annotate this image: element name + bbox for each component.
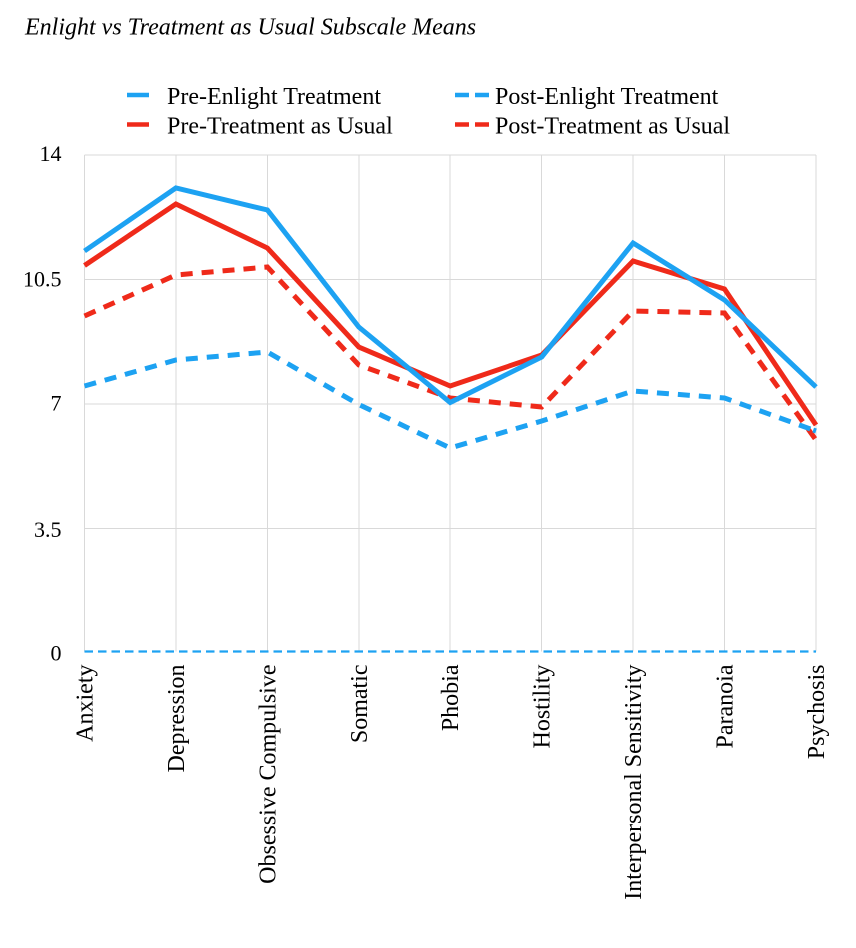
svg-text:Phobia: Phobia bbox=[438, 664, 464, 731]
svg-text:Post-Enlight Treatment: Post-Enlight Treatment bbox=[495, 84, 719, 110]
svg-text:Paranoia: Paranoia bbox=[713, 664, 739, 748]
svg-text:Pre-Enlight Treatment: Pre-Enlight Treatment bbox=[167, 84, 381, 110]
svg-text:7: 7 bbox=[51, 390, 62, 415]
svg-text:Obsessive Compulsive: Obsessive Compulsive bbox=[255, 665, 281, 884]
svg-text:Pre-Treatment as Usual: Pre-Treatment as Usual bbox=[167, 114, 393, 140]
svg-text:Interpersonal Sensitivity: Interpersonal Sensitivity bbox=[621, 665, 647, 900]
svg-text:Somatic: Somatic bbox=[347, 665, 373, 744]
svg-text:Anxiety: Anxiety bbox=[73, 665, 99, 742]
svg-text:14: 14 bbox=[40, 141, 62, 166]
svg-text:Enlight vs Treatment as Usual: Enlight vs Treatment as Usual Subscale M… bbox=[24, 15, 476, 41]
svg-text:Psychosis: Psychosis bbox=[804, 665, 830, 760]
svg-text:Hostility: Hostility bbox=[530, 665, 556, 749]
svg-text:Depression: Depression bbox=[164, 665, 190, 773]
svg-text:0: 0 bbox=[51, 640, 62, 665]
svg-text:3.5: 3.5 bbox=[34, 517, 62, 542]
svg-text:10.5: 10.5 bbox=[23, 267, 62, 292]
svg-text:Post-Treatment as Usual: Post-Treatment as Usual bbox=[495, 114, 730, 140]
